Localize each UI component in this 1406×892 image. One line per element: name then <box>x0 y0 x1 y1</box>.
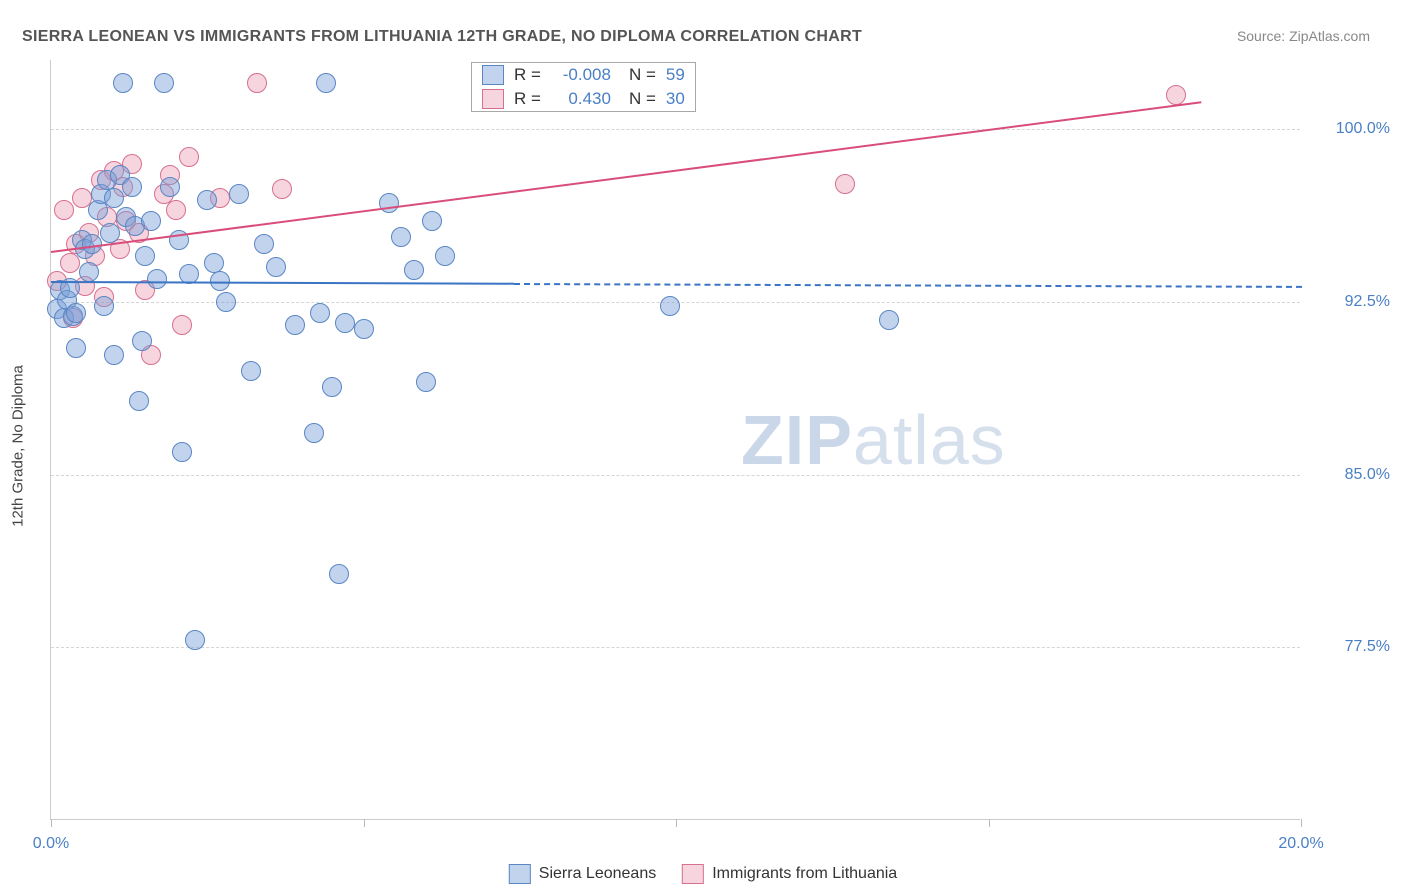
point-blue <box>197 190 217 210</box>
stats-legend: R =-0.008N =59R =0.430N =30 <box>471 62 696 112</box>
point-blue <box>329 564 349 584</box>
point-blue <box>416 372 436 392</box>
point-blue <box>141 211 161 231</box>
point-blue <box>285 315 305 335</box>
xtick <box>364 819 365 827</box>
point-blue <box>104 188 124 208</box>
point-blue <box>660 296 680 316</box>
point-blue <box>241 361 261 381</box>
point-pink <box>835 174 855 194</box>
plot-area: ZIPatlas 77.5%85.0%92.5%100.0%0.0%20.0%R… <box>50 60 1300 820</box>
trend-blue-solid <box>51 281 514 285</box>
xtick <box>989 819 990 827</box>
source-label: Source: ZipAtlas.com <box>1237 28 1370 44</box>
point-blue <box>204 253 224 273</box>
swatch-pink <box>682 864 704 884</box>
xtick-label-max: 20.0% <box>1278 835 1323 853</box>
gridline-h <box>51 475 1300 476</box>
point-blue <box>304 423 324 443</box>
gridline-h <box>51 129 1300 130</box>
gridline-h <box>51 647 1300 648</box>
stats-row-pink: R =0.430N =30 <box>472 87 695 111</box>
point-blue <box>122 177 142 197</box>
legend-item-pink: Immigrants from Lithuania <box>682 864 897 884</box>
swatch-icon <box>482 89 504 109</box>
point-blue <box>172 442 192 462</box>
chart-container: SIERRA LEONEAN VS IMMIGRANTS FROM LITHUA… <box>0 0 1406 892</box>
y-axis-label: 12th Grade, No Diploma <box>10 365 27 527</box>
point-blue <box>135 246 155 266</box>
point-blue <box>435 246 455 266</box>
point-blue <box>266 257 286 277</box>
point-blue <box>310 303 330 323</box>
watermark: ZIPatlas <box>741 400 1006 480</box>
point-blue <box>335 313 355 333</box>
point-blue <box>254 234 274 254</box>
point-blue <box>129 391 149 411</box>
legend-item-blue: Sierra Leoneans <box>509 864 656 884</box>
point-pink <box>247 73 267 93</box>
xtick-label-min: 0.0% <box>33 835 69 853</box>
ytick-label: 85.0% <box>1310 466 1390 484</box>
trend-blue-dashed <box>513 283 1301 288</box>
point-pink <box>54 200 74 220</box>
ytick-label: 77.5% <box>1310 638 1390 656</box>
point-pink <box>1166 85 1186 105</box>
xtick <box>676 819 677 827</box>
point-blue <box>216 292 236 312</box>
point-pink <box>172 315 192 335</box>
point-blue <box>404 260 424 280</box>
bottom-legend: Sierra Leoneans Immigrants from Lithuani… <box>509 864 897 884</box>
point-blue <box>185 630 205 650</box>
swatch-blue <box>509 864 531 884</box>
point-blue <box>132 331 152 351</box>
point-pink <box>166 200 186 220</box>
xtick <box>51 819 52 827</box>
ytick-label: 92.5% <box>1310 293 1390 311</box>
legend-label-blue: Sierra Leoneans <box>539 865 656 883</box>
stats-row-blue: R =-0.008N =59 <box>472 63 695 87</box>
legend-label-pink: Immigrants from Lithuania <box>712 865 897 883</box>
ytick-label: 100.0% <box>1310 120 1390 138</box>
point-blue <box>113 73 133 93</box>
point-blue <box>322 377 342 397</box>
point-blue <box>229 184 249 204</box>
trend-pink <box>51 101 1201 253</box>
point-blue <box>160 177 180 197</box>
point-blue <box>79 262 99 282</box>
point-blue <box>66 303 86 323</box>
point-blue <box>94 296 114 316</box>
point-pink <box>272 179 292 199</box>
point-pink <box>60 253 80 273</box>
point-blue <box>100 223 120 243</box>
point-blue <box>354 319 374 339</box>
chart-title: SIERRA LEONEAN VS IMMIGRANTS FROM LITHUA… <box>22 28 862 46</box>
point-pink <box>179 147 199 167</box>
point-blue <box>422 211 442 231</box>
point-blue <box>316 73 336 93</box>
swatch-icon <box>482 65 504 85</box>
xtick <box>1301 819 1302 827</box>
point-blue <box>879 310 899 330</box>
point-blue <box>66 338 86 358</box>
point-blue <box>391 227 411 247</box>
point-blue <box>147 269 167 289</box>
point-blue <box>154 73 174 93</box>
point-blue <box>104 345 124 365</box>
